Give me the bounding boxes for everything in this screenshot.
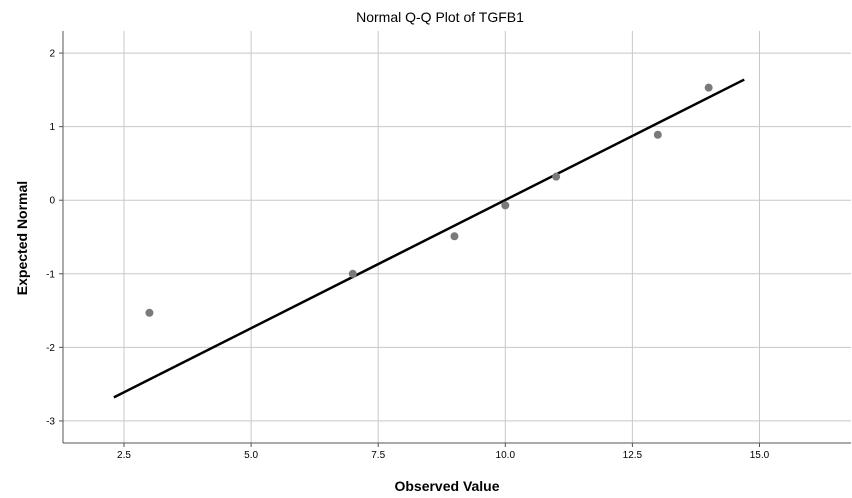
y-tick-label: 0 xyxy=(49,196,55,207)
y-tick-label: -3 xyxy=(46,416,55,427)
x-tick-label: 5.0 xyxy=(244,450,258,461)
y-axis-title: Expected Normal xyxy=(14,181,30,295)
axes xyxy=(59,31,851,447)
x-tick-label: 2.5 xyxy=(117,450,131,461)
y-tick-label: 1 xyxy=(49,122,55,133)
y-tick-label: -1 xyxy=(46,269,55,280)
data-point xyxy=(348,269,357,278)
tick-labels: 2.5 5.0 7.5 10.0 12.5 15.0 2 1 0 -1 -2 -3 xyxy=(46,49,770,461)
data-points xyxy=(145,83,713,317)
reference-line xyxy=(113,78,745,399)
data-point xyxy=(450,232,459,241)
data-point xyxy=(653,130,662,139)
data-point xyxy=(552,172,561,181)
x-tick-label: 15.0 xyxy=(750,450,770,461)
reference-line-layer xyxy=(113,78,745,399)
chart-title: Normal Q-Q Plot of TGFB1 xyxy=(356,9,524,25)
data-point xyxy=(704,83,713,92)
y-tick-label: -2 xyxy=(46,343,55,354)
data-point xyxy=(145,308,154,317)
data-point xyxy=(501,201,510,210)
x-axis-title: Observed Value xyxy=(394,478,499,494)
x-tick-label: 7.5 xyxy=(371,450,385,461)
x-tick-label: 10.0 xyxy=(496,450,516,461)
y-tick-label: 2 xyxy=(49,49,55,60)
gridlines xyxy=(63,31,851,443)
x-tick-label: 12.5 xyxy=(623,450,643,461)
